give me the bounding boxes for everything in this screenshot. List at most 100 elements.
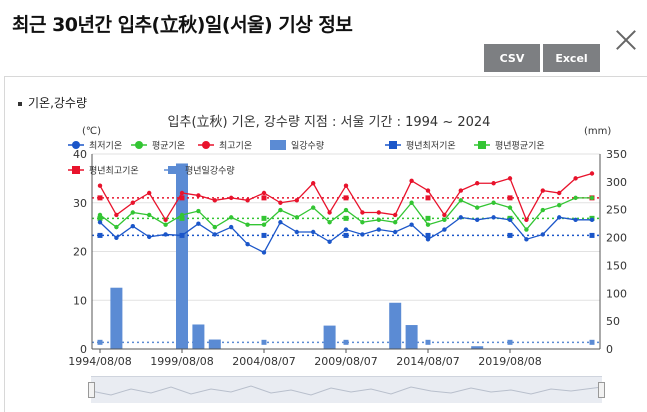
legend-label: 최저기온 <box>89 141 122 152</box>
temp-point <box>97 220 103 225</box>
temp-point <box>458 188 463 193</box>
y-right-tick-label: 150 <box>606 259 627 272</box>
precip-bar <box>471 346 484 349</box>
temp-point <box>212 198 217 203</box>
temp-point <box>196 208 201 214</box>
temp-point <box>442 212 447 218</box>
y-right-tick-label: 0 <box>606 343 613 356</box>
temp-point <box>130 200 135 205</box>
temp-point <box>491 215 496 220</box>
temp-point <box>196 221 201 226</box>
temp-point <box>360 220 365 225</box>
chart-panel <box>4 76 647 412</box>
y-left-tick-label: 40 <box>73 148 87 161</box>
temp-point <box>540 232 545 237</box>
temp-point <box>409 200 414 205</box>
normal-marker <box>507 339 513 345</box>
precip-bar <box>389 302 402 349</box>
temp-point <box>114 235 119 241</box>
precip-bar <box>323 325 336 349</box>
x-tick-label: 1999/08/08 <box>150 355 213 368</box>
temp-point <box>147 212 152 218</box>
temp-point <box>261 190 267 196</box>
precip-bar <box>208 339 221 349</box>
navigator-right-handle[interactable] <box>598 382 605 398</box>
navigator-left-handle[interactable] <box>88 382 95 398</box>
temp-point <box>311 181 316 186</box>
precip-bar <box>110 287 123 349</box>
temp-point <box>212 232 217 237</box>
legend-marker <box>270 140 286 150</box>
normal-marker <box>589 339 595 345</box>
temp-point <box>524 227 529 232</box>
precip-bar <box>176 163 188 349</box>
temp-point <box>442 217 447 223</box>
temp-point <box>311 229 316 235</box>
normal-marker <box>179 339 185 345</box>
bullet-icon <box>18 101 22 106</box>
normal-marker <box>343 195 349 201</box>
temp-point <box>409 222 414 227</box>
normal-marker <box>179 215 185 221</box>
precip-bar <box>192 324 205 349</box>
normal-marker <box>343 232 349 238</box>
temp-point <box>557 215 562 220</box>
temp-point <box>557 202 562 208</box>
temp-point <box>114 224 119 230</box>
temp-point <box>507 217 513 223</box>
legend-label: 평년평균기온 <box>495 141 545 152</box>
normal-marker <box>261 215 267 221</box>
temp-point <box>343 183 349 188</box>
y-left-unit: (℃) <box>82 126 101 137</box>
y-left-tick-label: 0 <box>80 343 87 356</box>
temp-point <box>130 210 135 215</box>
legend-marker <box>389 141 397 149</box>
y-right-tick-label: 250 <box>606 204 627 217</box>
legend-label: 평년최고기온 <box>89 166 139 177</box>
temp-point <box>425 188 431 193</box>
y-left-tick-label: 20 <box>73 246 87 259</box>
temp-point <box>573 217 578 223</box>
x-tick-label: 2004/08/07 <box>232 355 295 368</box>
x-tick-label: 2014/08/07 <box>396 355 459 368</box>
x-tick-label: 2019/08/08 <box>478 355 541 368</box>
x-tick-label: 1994/08/08 <box>68 355 131 368</box>
legend-label: 일강수량 <box>291 140 324 152</box>
temp-point <box>179 190 185 196</box>
normal-marker <box>425 339 431 345</box>
temp-point <box>475 205 480 210</box>
normal-marker <box>425 232 431 238</box>
temp-point <box>343 207 349 213</box>
temp-point <box>294 198 299 203</box>
temp-point <box>278 207 283 213</box>
normal-marker <box>97 215 103 221</box>
temp-point <box>589 195 595 201</box>
temp-point <box>229 224 234 230</box>
temp-point <box>524 217 529 223</box>
excel-button[interactable]: Excel <box>543 44 600 72</box>
legend-label: 평균기온 <box>152 141 185 152</box>
y-right-tick-label: 50 <box>606 315 620 328</box>
temp-point <box>442 227 447 232</box>
range-navigator[interactable] <box>90 376 603 403</box>
normal-marker <box>507 195 513 201</box>
legend-marker <box>202 141 210 149</box>
temp-point <box>147 190 152 196</box>
temp-point <box>245 222 250 227</box>
page-title: 최근 30년간 입추(立秋)일(서울) 기상 정보 <box>12 14 353 36</box>
temp-point <box>573 195 578 201</box>
temp-point <box>376 227 381 232</box>
csv-button[interactable]: CSV <box>484 44 540 72</box>
temp-point <box>507 205 513 210</box>
temp-point <box>393 220 398 225</box>
temp-point <box>278 200 283 205</box>
temp-point <box>179 212 185 218</box>
normal-marker <box>97 339 103 345</box>
temp-point <box>311 205 316 210</box>
temp-point <box>425 237 431 242</box>
legend-label: 평년일강수량 <box>185 165 235 177</box>
temp-point <box>475 181 480 186</box>
temp-point <box>261 222 267 227</box>
legend-marker <box>72 141 80 149</box>
